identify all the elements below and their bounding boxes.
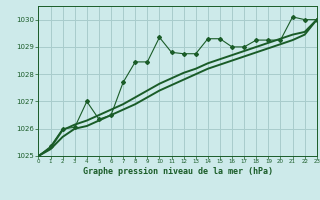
X-axis label: Graphe pression niveau de la mer (hPa): Graphe pression niveau de la mer (hPa) xyxy=(83,167,273,176)
